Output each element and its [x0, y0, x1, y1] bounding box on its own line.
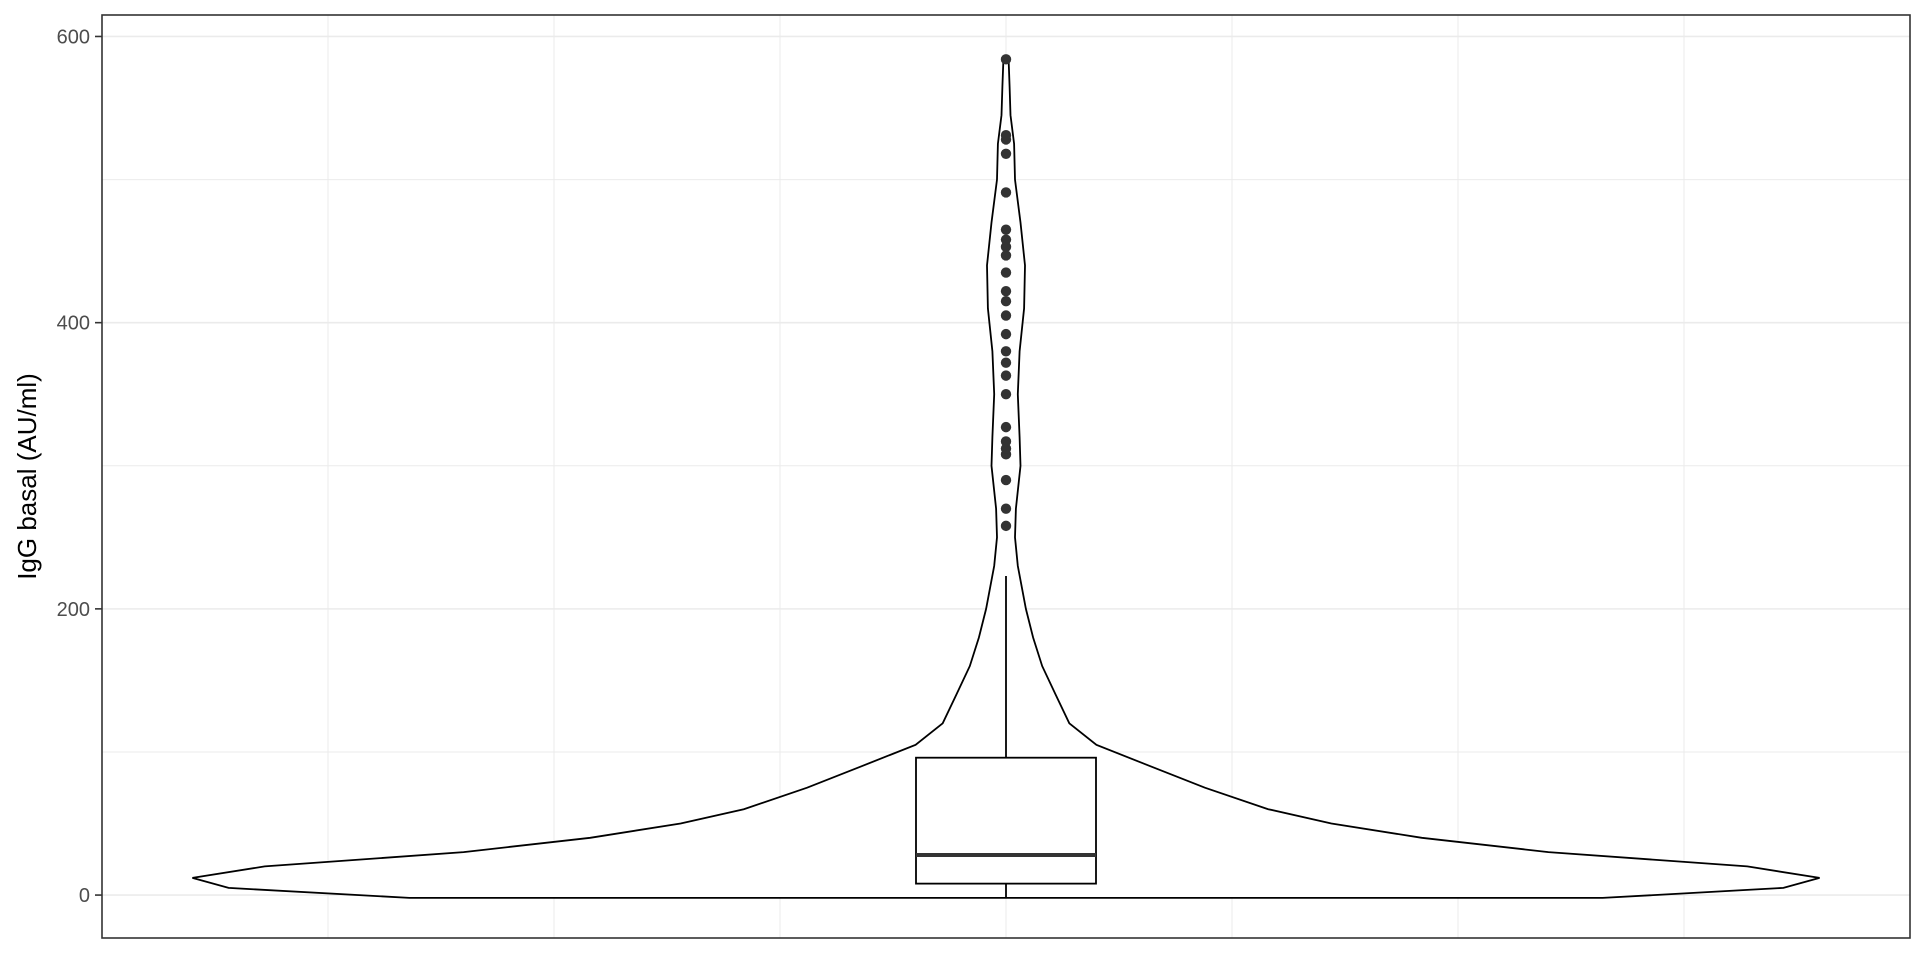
outlier-point [1001, 521, 1011, 531]
outlier-point [1001, 370, 1011, 380]
outlier-point [1001, 389, 1011, 399]
outlier-point [1001, 296, 1011, 306]
y-tick-label: 200 [57, 599, 90, 621]
outlier-point [1001, 422, 1011, 432]
outlier-point [1001, 329, 1011, 339]
outlier-point [1001, 358, 1011, 368]
outlier-point [1001, 54, 1011, 64]
outlier-point [1001, 187, 1011, 197]
outlier-point [1001, 267, 1011, 277]
y-axis-title: IgG basal (AU/ml) [12, 373, 42, 580]
outlier-point [1001, 286, 1011, 296]
outlier-point [1001, 475, 1011, 485]
y-tick-label: 0 [79, 885, 90, 907]
y-tick-label: 600 [57, 26, 90, 48]
interquartile-box [916, 758, 1096, 884]
outlier-point [1001, 234, 1011, 244]
y-tick-label: 400 [57, 313, 90, 335]
outlier-point [1001, 346, 1011, 356]
outlier-point [1001, 149, 1011, 159]
outlier-point [1001, 436, 1011, 446]
outlier-point [1001, 310, 1011, 320]
outlier-point [1001, 130, 1011, 140]
outlier-point [1001, 224, 1011, 234]
y-axis-ticks: 0 200 400 600 [57, 26, 102, 907]
outlier-point [1001, 503, 1011, 513]
